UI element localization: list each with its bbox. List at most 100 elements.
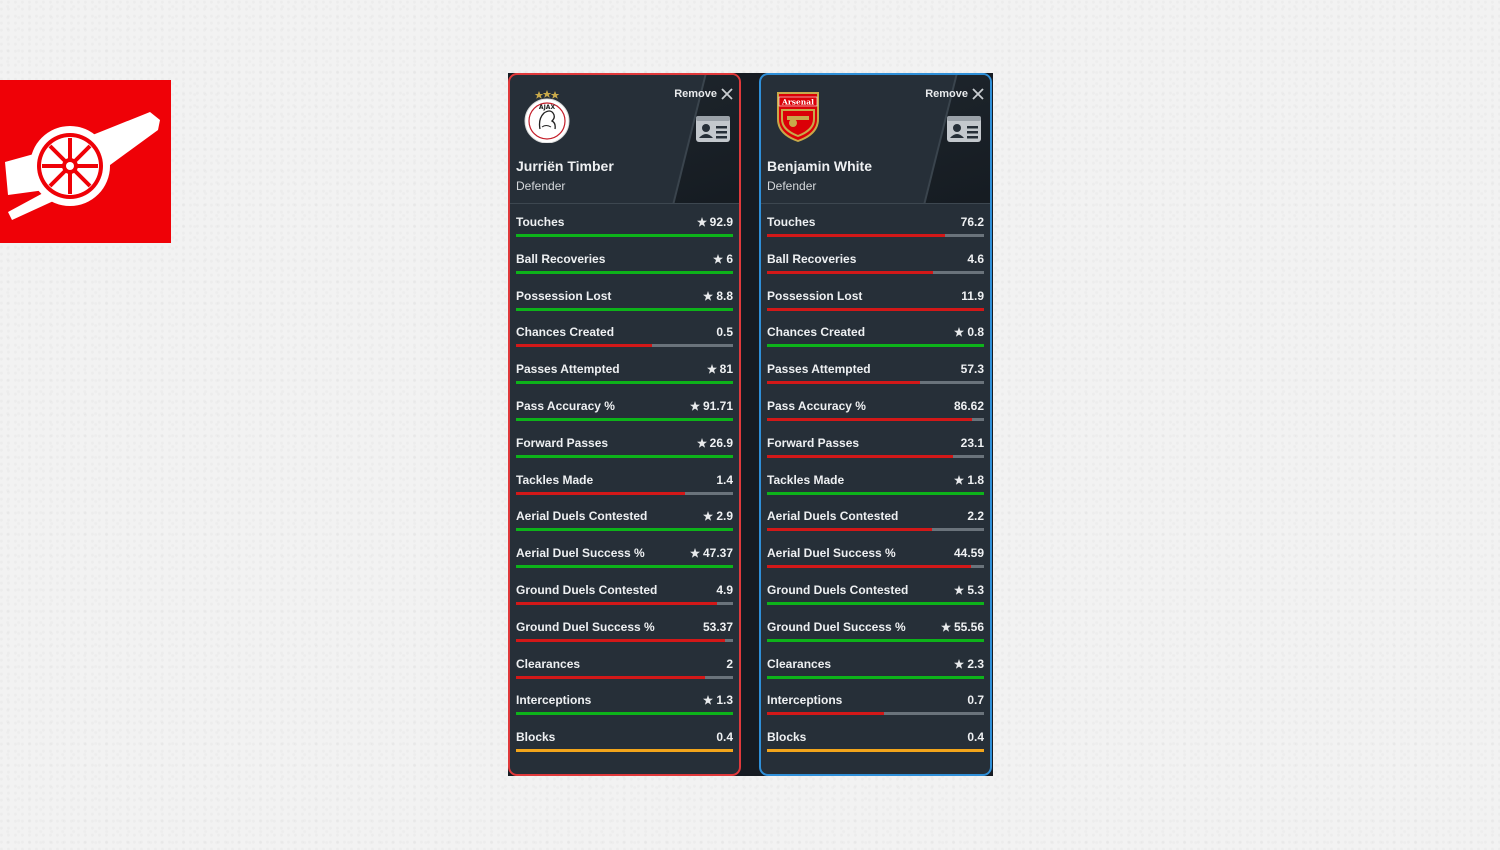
stat-value: 92.9 xyxy=(709,215,733,229)
stat-value: 2 xyxy=(726,656,733,671)
stat-row: Clearances 2 xyxy=(516,646,733,683)
stat-label: Interceptions xyxy=(767,693,843,708)
stat-line: Chances Created 0.5 xyxy=(516,314,733,339)
stat-value-group: 1.4 xyxy=(716,473,733,487)
stat-label: Passes Attempted xyxy=(767,362,871,377)
stat-line: Aerial Duel Success % 44.59 xyxy=(767,535,984,560)
stat-bar xyxy=(516,454,733,458)
stat-value-group: 76.2 xyxy=(961,215,984,229)
stat-value: 8.8 xyxy=(716,288,733,303)
stat-bar-fill xyxy=(516,417,733,421)
stat-line: Interceptions 1.3 xyxy=(516,682,733,707)
star-icon xyxy=(954,658,965,669)
stat-bar-fill xyxy=(516,675,705,679)
stat-row: Interceptions 1.3 xyxy=(516,682,733,719)
stat-row: Tackles Made 1.8 xyxy=(767,462,984,499)
stat-label: Clearances xyxy=(516,656,581,671)
stat-label: Possession Lost xyxy=(767,288,863,303)
stat-value-group: 81 xyxy=(706,362,733,376)
stat-line: Ground Duels Contested 5.3 xyxy=(767,572,984,597)
stat-value: 6 xyxy=(726,251,733,266)
star-icon xyxy=(706,364,717,374)
stat-value: 0.5 xyxy=(716,325,733,340)
player-name: Benjamin White xyxy=(767,158,873,174)
stat-line: Pass Accuracy % 91.71 xyxy=(516,388,733,413)
stat-bar xyxy=(516,234,733,237)
stat-bar-fill xyxy=(767,270,934,274)
stat-line: Passes Attempted 81 xyxy=(516,351,733,376)
stat-bar-fill xyxy=(767,712,884,716)
stat-bar xyxy=(516,491,733,495)
stat-label: Aerial Duel Success % xyxy=(516,546,645,561)
stat-row: Touches 76.2 xyxy=(767,204,984,241)
stat-bar-fill xyxy=(767,454,954,458)
stat-value: 1.8 xyxy=(967,472,984,487)
stat-row: Tackles Made 1.4 xyxy=(516,462,733,499)
stat-label: Blocks xyxy=(516,730,556,745)
stat-row: Possession Lost 8.8 xyxy=(516,278,733,315)
stat-value-group: 1.3 xyxy=(703,693,733,707)
stat-value-group: 4.9 xyxy=(716,583,733,597)
remove-button[interactable]: Remove xyxy=(674,88,733,100)
stat-value: 0.4 xyxy=(716,730,733,745)
close-icon xyxy=(721,88,733,100)
stat-bar-fill xyxy=(767,417,972,421)
stat-bar-fill xyxy=(516,381,733,385)
stat-value-group: 2 xyxy=(726,657,733,671)
stat-line: Forward Passes 26.9 xyxy=(516,425,733,450)
stat-value-group: 47.37 xyxy=(689,546,733,560)
stat-line: Passes Attempted 57.3 xyxy=(767,351,984,376)
stat-row: Ball Recoveries 4.6 xyxy=(767,241,984,278)
stat-label: Chances Created xyxy=(516,325,615,340)
svg-text:Arsenal: Arsenal xyxy=(781,98,814,107)
player-comparison-panel: AJAX Remove Jurriën Timber Defender Touc… xyxy=(508,73,993,776)
stat-bar-fill xyxy=(516,307,733,311)
stat-value: 44.59 xyxy=(953,546,984,561)
stat-label: Tackles Made xyxy=(516,472,594,487)
stat-bar xyxy=(516,417,733,421)
stat-line: Aerial Duels Contested 2.9 xyxy=(516,498,733,523)
stat-bar-fill xyxy=(516,749,733,753)
stat-row: Touches 92.9 xyxy=(516,204,733,241)
stat-line: Ground Duel Success % 53.37 xyxy=(516,609,733,634)
stat-value-group: 86.62 xyxy=(954,399,984,413)
player-id-card-icon[interactable] xyxy=(946,115,982,143)
stat-label: Ground Duel Success % xyxy=(767,619,906,634)
stat-bar-fill xyxy=(516,234,733,237)
remove-label: Remove xyxy=(674,88,717,100)
stat-label: Aerial Duels Contested xyxy=(767,509,899,524)
stat-bar xyxy=(767,381,984,385)
stat-value-group: 4.6 xyxy=(967,252,984,266)
stat-value-group: 8.8 xyxy=(703,289,733,303)
stat-bar xyxy=(516,528,733,532)
stat-line: Ball Recoveries 4.6 xyxy=(767,241,984,266)
stat-line: Aerial Duels Contested 2.2 xyxy=(767,498,984,523)
stat-bar xyxy=(767,749,984,753)
svg-text:AJAX: AJAX xyxy=(539,104,556,111)
stat-label: Forward Passes xyxy=(767,435,860,450)
stat-bar xyxy=(516,749,733,753)
stat-row: Aerial Duel Success % 44.59 xyxy=(767,535,984,572)
player-position: Defender xyxy=(767,179,817,193)
star-icon xyxy=(703,695,714,706)
star-icon xyxy=(703,290,714,301)
stat-label: Ground Duel Success % xyxy=(516,619,655,634)
stat-value: 2.3 xyxy=(967,656,984,671)
stat-row: Ground Duels Contested 5.3 xyxy=(767,572,984,609)
close-icon xyxy=(972,88,984,100)
star-icon xyxy=(689,400,700,411)
stat-bar-fill xyxy=(767,565,972,569)
stat-value: 2.2 xyxy=(967,509,984,524)
remove-button[interactable]: Remove xyxy=(925,88,984,100)
stat-value-group: 5.3 xyxy=(954,583,984,597)
stat-line: Ball Recoveries 6 xyxy=(516,241,733,266)
stat-bar-fill xyxy=(516,601,717,605)
stat-line: Touches 92.9 xyxy=(516,204,733,229)
player-id-card-icon[interactable] xyxy=(695,115,731,143)
remove-label: Remove xyxy=(925,88,968,100)
stat-line: Tackles Made 1.8 xyxy=(767,462,984,487)
star-icon xyxy=(954,474,965,485)
stat-value-group: 0.5 xyxy=(716,325,733,339)
stat-bar xyxy=(516,307,733,311)
stat-value: 23.1 xyxy=(960,435,984,450)
